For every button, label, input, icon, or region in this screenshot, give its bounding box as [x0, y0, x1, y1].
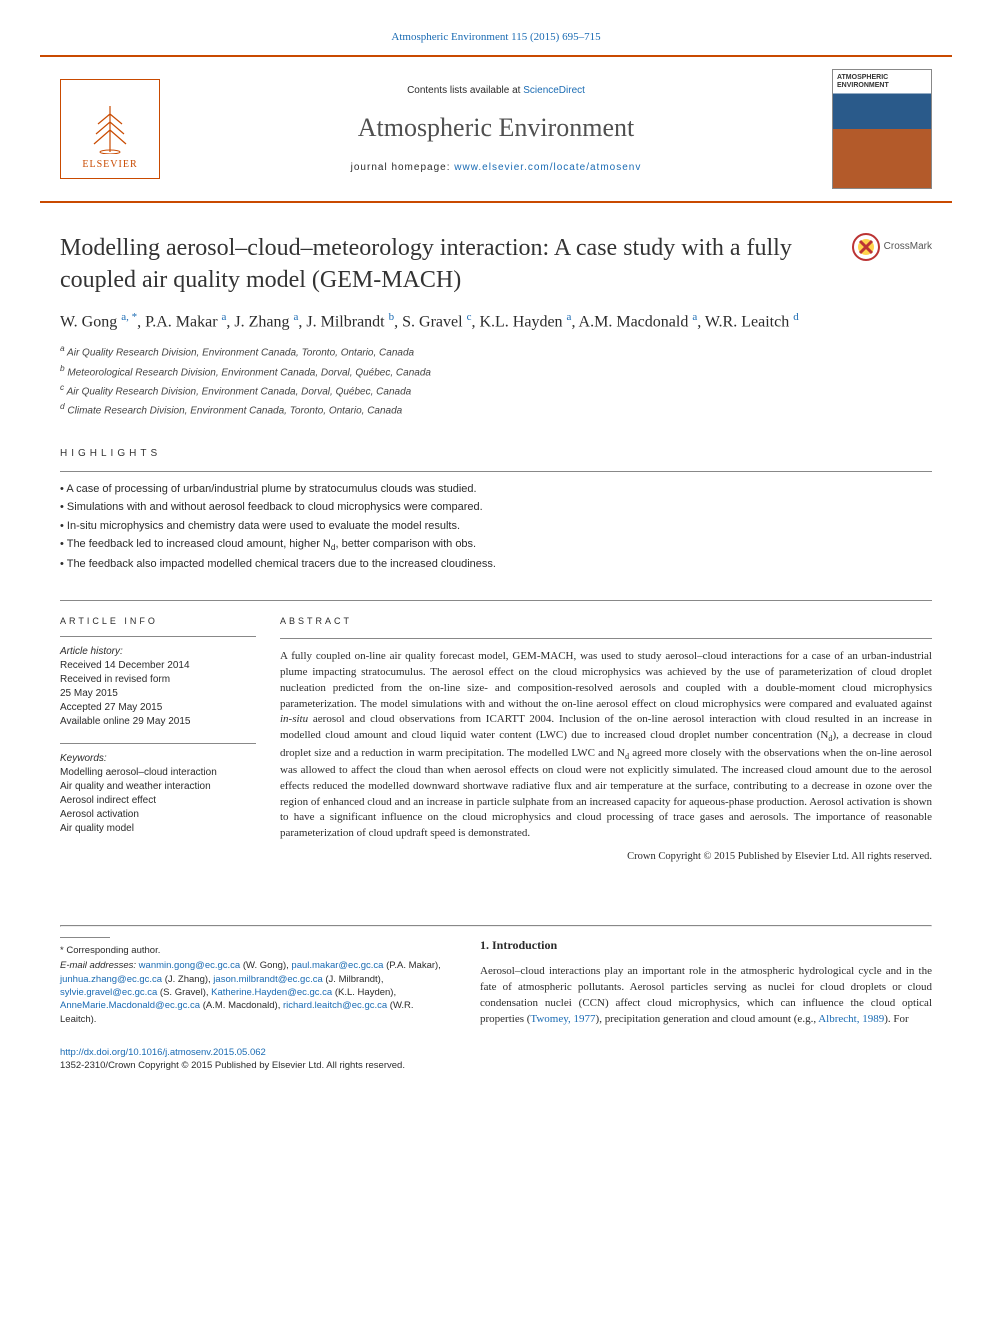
divider — [60, 471, 932, 472]
email-link[interactable]: wanmin.gong@ec.gc.ca — [139, 960, 241, 971]
section-heading-introduction: 1. Introduction — [480, 937, 932, 954]
divider — [60, 636, 256, 637]
authors-line: W. Gong a, *, P.A. Makar a, J. Zhang a, … — [60, 310, 932, 334]
contents-available-line: Contents lists available at ScienceDirec… — [160, 84, 832, 98]
affiliation-line: b Meteorological Research Division, Envi… — [60, 363, 932, 380]
journal-homepage-link[interactable]: www.elsevier.com/locate/atmosenv — [454, 162, 641, 173]
highlight-item: A case of processing of urban/industrial… — [60, 482, 932, 497]
crossmark-badge[interactable]: CrossMark — [852, 233, 932, 261]
history-line: Received in revised form — [60, 673, 256, 687]
email-link[interactable]: jason.milbrandt@ec.gc.ca — [213, 974, 322, 985]
email-link[interactable]: Katherine.Hayden@ec.gc.ca — [211, 987, 332, 998]
highlight-item: The feedback led to increased cloud amou… — [60, 537, 932, 554]
email-link[interactable]: richard.leaitch@ec.gc.ca — [283, 1000, 387, 1011]
crossmark-icon — [852, 233, 880, 261]
history-line: 25 May 2015 — [60, 687, 256, 701]
issn-copyright: 1352-2310/Crown Copyright © 2015 Publish… — [60, 1060, 405, 1071]
article-info-label: ARTICLE INFO — [60, 615, 256, 628]
keyword-line: Air quality model — [60, 822, 256, 836]
history-line: Received 14 December 2014 — [60, 659, 256, 673]
affiliations: a Air Quality Research Division, Environ… — [60, 343, 932, 418]
masthead: ELSEVIER Contents lists available at Sci… — [40, 55, 952, 203]
keyword-line: Aerosol activation — [60, 808, 256, 822]
history-line: Available online 29 May 2015 — [60, 715, 256, 729]
article-history: Article history: Received 14 December 20… — [60, 645, 256, 729]
top-journal-link[interactable]: Atmospheric Environment 115 (2015) 695–7… — [391, 31, 600, 43]
highlight-item: In-situ microphysics and chemistry data … — [60, 519, 932, 534]
footer: http://dx.doi.org/10.1016/j.atmosenv.201… — [0, 1028, 992, 1103]
abstract-label: ABSTRACT — [280, 615, 932, 628]
highlight-item: Simulations with and without aerosol fee… — [60, 500, 932, 515]
corresponding-author-block: * Corresponding author. E-mail addresses… — [60, 937, 480, 1028]
doi-link[interactable]: http://dx.doi.org/10.1016/j.atmosenv.201… — [60, 1047, 266, 1058]
highlight-item: The feedback also impacted modelled chem… — [60, 557, 932, 572]
keyword-line: Air quality and weather interaction — [60, 780, 256, 794]
history-line: Accepted 27 May 2015 — [60, 701, 256, 715]
top-journal-reference: Atmospheric Environment 115 (2015) 695–7… — [0, 0, 992, 55]
sciencedirect-link[interactable]: ScienceDirect — [523, 85, 585, 96]
highlights: A case of processing of urban/industrial… — [60, 482, 932, 572]
introduction-paragraph: Aerosol–cloud interactions play an impor… — [480, 964, 932, 1028]
affiliation-line: c Air Quality Research Division, Environ… — [60, 382, 932, 399]
email-link[interactable]: paul.makar@ec.gc.ca — [291, 960, 383, 971]
publisher-logo[interactable]: ELSEVIER — [60, 79, 160, 179]
cover-title: ATMOSPHERIC ENVIRONMENT — [837, 74, 927, 89]
citation-link[interactable]: Twomey, 1977 — [530, 1013, 595, 1025]
affiliation-line: a Air Quality Research Division, Environ… — [60, 343, 932, 360]
keyword-line: Aerosol indirect effect — [60, 794, 256, 808]
email-link[interactable]: sylvie.gravel@ec.gc.ca — [60, 987, 157, 998]
divider — [280, 638, 932, 639]
elsevier-tree-icon — [90, 104, 130, 154]
highlights-label: HIGHLIGHTS — [60, 447, 932, 461]
keywords: Keywords: Modelling aerosol–cloud intera… — [60, 752, 256, 836]
email-link[interactable]: junhua.zhang@ec.gc.ca — [60, 974, 162, 985]
citation-link[interactable]: Albrecht, 1989 — [818, 1013, 884, 1025]
article-title: Modelling aerosol–cloud–meteorology inte… — [60, 233, 832, 295]
affiliation-line: d Climate Research Division, Environment… — [60, 401, 932, 418]
abstract-text: A fully coupled on-line air quality fore… — [280, 649, 932, 843]
publisher-name: ELSEVIER — [82, 158, 137, 172]
keyword-line: Modelling aerosol–cloud interaction — [60, 766, 256, 780]
abstract-copyright: Crown Copyright © 2015 Published by Else… — [280, 850, 932, 865]
journal-homepage-line: journal homepage: www.elsevier.com/locat… — [160, 161, 832, 175]
journal-cover-thumbnail[interactable]: ATMOSPHERIC ENVIRONMENT — [832, 69, 932, 189]
email-link[interactable]: AnneMarie.Macdonald@ec.gc.ca — [60, 1000, 200, 1011]
divider — [60, 743, 256, 744]
journal-name: Atmospheric Environment — [160, 110, 832, 146]
